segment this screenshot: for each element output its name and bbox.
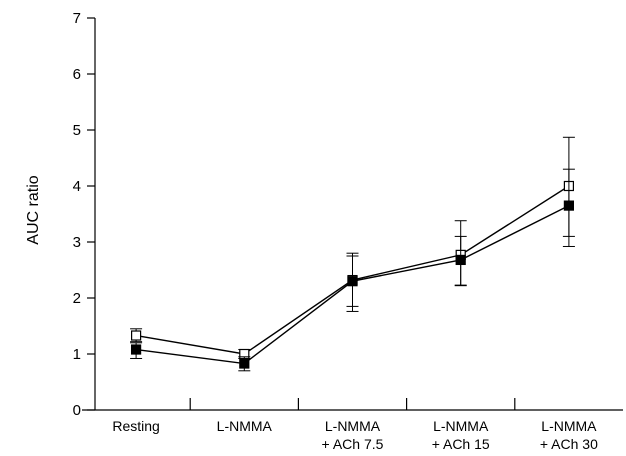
series-layer bbox=[130, 136, 575, 372]
data-point bbox=[131, 344, 142, 355]
y-tick-label: 1 bbox=[73, 346, 81, 363]
x-category-label: L-NMMA + ACh 30 bbox=[540, 418, 598, 452]
series-1 bbox=[130, 136, 575, 360]
y-tick-label: 3 bbox=[73, 234, 81, 251]
y-tick-label: 5 bbox=[73, 122, 81, 139]
data-point bbox=[239, 358, 250, 369]
y-tick-label: 0 bbox=[73, 402, 81, 419]
x-category-label: Resting bbox=[112, 418, 159, 434]
data-point bbox=[455, 254, 466, 266]
y-axis-label: AUC ratio bbox=[25, 175, 42, 244]
data-point bbox=[347, 276, 358, 287]
y-tick-label: 4 bbox=[73, 178, 81, 195]
axes: 0 1 2 3 4 5 6 7 Resting L-NMMA L-NMMA + ACh 7.5 L-NM… bbox=[73, 10, 623, 452]
x-category-label: L-NMMA + ACh 7.5 bbox=[322, 418, 384, 452]
y-tick-label: 2 bbox=[73, 290, 81, 307]
data-point bbox=[563, 200, 575, 211]
x-category-label: L-NMMA + ACh 15 bbox=[432, 418, 490, 452]
data-point bbox=[131, 330, 142, 341]
series-2 bbox=[130, 168, 575, 372]
y-tick-label: 6 bbox=[73, 66, 81, 83]
x-category-label: L-NMMA bbox=[217, 418, 273, 434]
y-tick-label: 7 bbox=[73, 10, 81, 27]
